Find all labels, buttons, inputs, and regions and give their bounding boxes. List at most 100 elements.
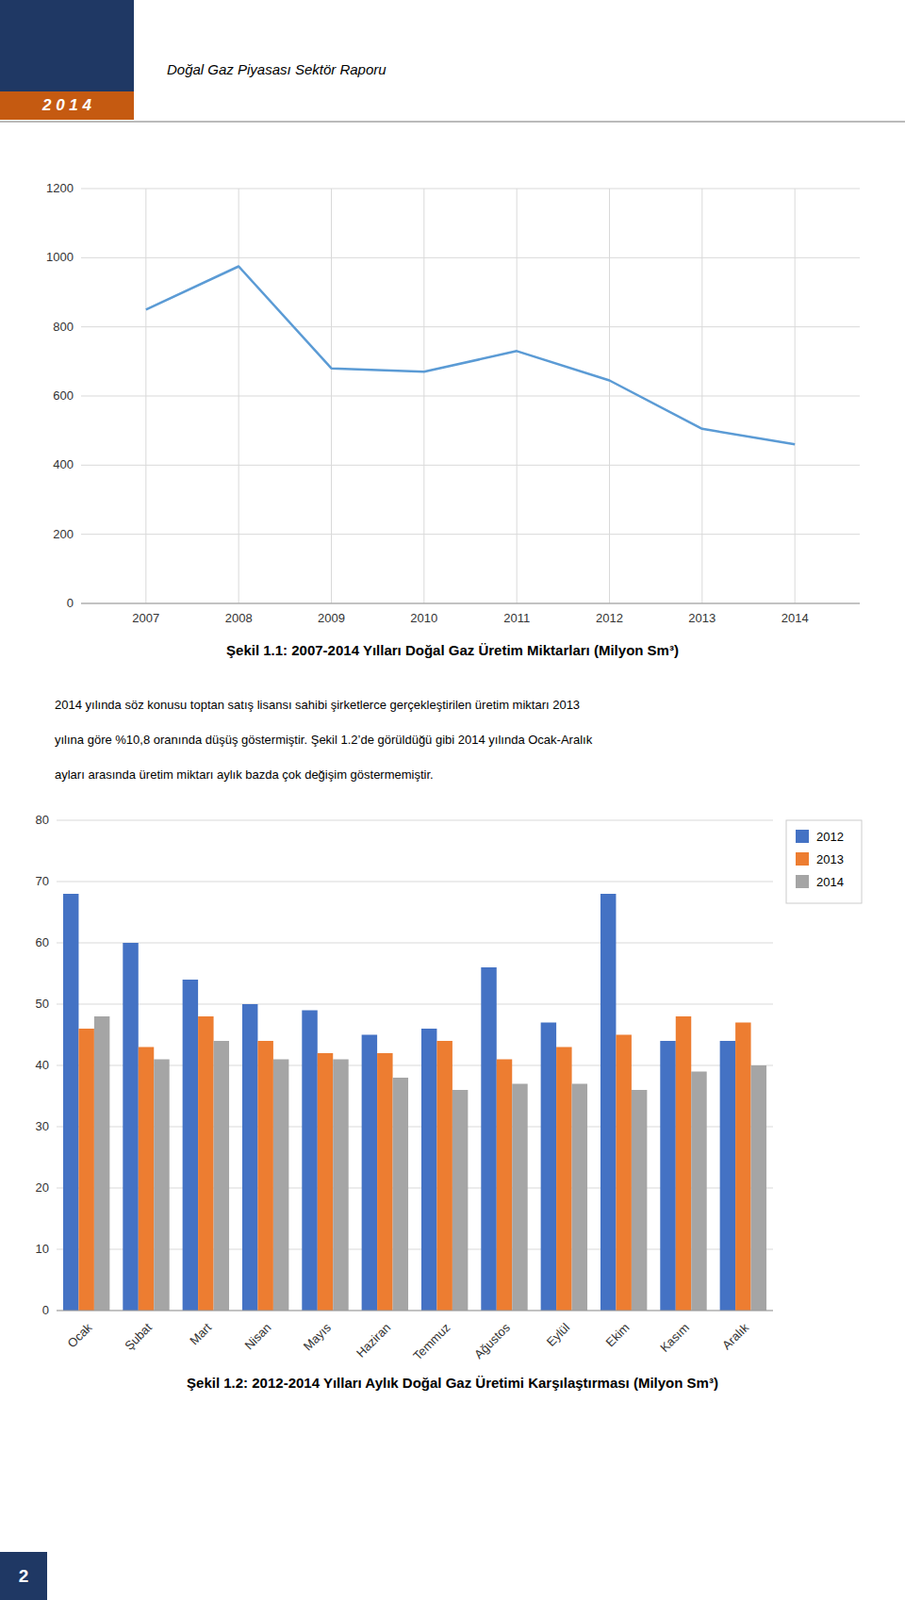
bar bbox=[138, 1047, 154, 1312]
bar bbox=[377, 1053, 393, 1311]
bar bbox=[182, 979, 198, 1311]
x-tick-label: Nisan bbox=[241, 1319, 274, 1352]
y-grid-line bbox=[56, 820, 774, 822]
chart-title: Şekil 1.1: 2007-2014 Yılları Doğal Gaz Ü… bbox=[226, 641, 679, 659]
bar bbox=[735, 1022, 751, 1312]
bar bbox=[436, 1040, 452, 1311]
page-number-box bbox=[0, 1551, 48, 1600]
y-tick-label: 0 bbox=[42, 1302, 50, 1317]
chart-title: Şekil 1.2: 2012-2014 Yılları Aylık Doğal… bbox=[186, 1374, 719, 1391]
y-tick-label: 800 bbox=[52, 319, 74, 334]
data-line bbox=[146, 266, 795, 445]
legend-label: 2012 bbox=[816, 829, 844, 844]
y-tick-label: 1000 bbox=[46, 249, 74, 264]
body-line: yılına göre %10,8 oranında düşüş gösterm… bbox=[54, 732, 593, 747]
legend-label: 2013 bbox=[816, 852, 844, 867]
x-tick-label: Mart bbox=[186, 1319, 214, 1348]
y-tick-label: 50 bbox=[35, 996, 50, 1011]
bar bbox=[94, 1016, 110, 1311]
x-tick-label: Temmuz bbox=[410, 1319, 453, 1363]
header-block bbox=[0, 0, 134, 92]
y-tick-label: 400 bbox=[52, 457, 74, 472]
x-grid-line bbox=[516, 188, 518, 604]
legend-swatch bbox=[795, 829, 809, 843]
x-tick-label: 2014 bbox=[781, 610, 809, 626]
bar bbox=[421, 1028, 437, 1311]
bar bbox=[615, 1035, 631, 1312]
bar bbox=[362, 1035, 378, 1312]
y-tick-label: 200 bbox=[52, 526, 74, 542]
bar bbox=[153, 1059, 169, 1312]
bar bbox=[496, 1059, 512, 1312]
legend-swatch bbox=[795, 874, 809, 889]
bar bbox=[541, 1022, 557, 1312]
grid: 020040060080010001200 bbox=[46, 181, 860, 610]
bar bbox=[242, 1003, 258, 1311]
header-separator bbox=[0, 120, 905, 123]
bar bbox=[78, 1028, 94, 1311]
body-line: 2014 yılında söz konusu toptan satış lis… bbox=[54, 697, 580, 712]
y-grid-line bbox=[56, 1003, 774, 1005]
x-tick-label: Ağustos bbox=[471, 1319, 513, 1362]
page: 2 0 1 4Doğal Gaz Piyasası Sektör Raporu2… bbox=[0, 0, 905, 1600]
x-tick-label: Ocak bbox=[65, 1319, 96, 1350]
legend-swatch bbox=[795, 852, 809, 866]
x-grid-line bbox=[423, 188, 425, 604]
body-line: ayları arasında üretim miktarı aylık baz… bbox=[54, 767, 434, 782]
y-tick-label: 80 bbox=[35, 812, 50, 827]
x-tick-label: 2010 bbox=[410, 610, 438, 626]
x-tick-label: 2013 bbox=[688, 610, 716, 626]
legend-label: 2014 bbox=[816, 874, 844, 889]
y-grid-line bbox=[81, 257, 860, 259]
y-grid-line bbox=[81, 326, 860, 328]
x-tick-label: Eylül bbox=[543, 1319, 574, 1350]
y-grid-line bbox=[56, 1310, 774, 1312]
x-tick-label: 2007 bbox=[131, 610, 160, 626]
y-grid-line bbox=[81, 603, 860, 605]
body-text: 2014 yılında söz konusu toptan satış lis… bbox=[54, 697, 593, 782]
x-grid-line bbox=[330, 188, 332, 604]
bar bbox=[675, 1016, 692, 1311]
bar bbox=[600, 893, 616, 1311]
y-tick-label: 60 bbox=[35, 935, 50, 950]
y-grid-line bbox=[81, 533, 860, 535]
bar bbox=[691, 1071, 707, 1312]
bar bbox=[751, 1065, 767, 1311]
grid: 01020304050607080 bbox=[35, 812, 774, 1317]
bar bbox=[213, 1040, 230, 1311]
page-number: 2 bbox=[18, 1565, 30, 1586]
y-grid-line bbox=[81, 395, 860, 397]
bar bbox=[572, 1084, 588, 1312]
y-grid-line bbox=[56, 942, 774, 944]
bar bbox=[511, 1084, 527, 1312]
bar bbox=[63, 893, 79, 1311]
y-tick-label: 0 bbox=[66, 595, 74, 610]
bar bbox=[122, 942, 138, 1311]
x-axis-line bbox=[81, 603, 860, 605]
legend: 2012 2013 2014 bbox=[786, 820, 862, 904]
background bbox=[0, 0, 905, 1600]
y-tick-label: 40 bbox=[35, 1057, 50, 1072]
bar bbox=[197, 1016, 214, 1311]
y-grid-line bbox=[81, 188, 860, 190]
legend-frame bbox=[786, 820, 862, 904]
y-tick-label: 30 bbox=[35, 1118, 50, 1134]
bar bbox=[301, 1010, 317, 1312]
header-year-strip bbox=[0, 91, 134, 120]
bar bbox=[273, 1059, 289, 1312]
bar bbox=[452, 1089, 468, 1311]
bar bbox=[317, 1053, 333, 1311]
x-tick-label: 2009 bbox=[317, 610, 346, 626]
x-grid-line bbox=[608, 188, 610, 604]
x-tick-label: Mayıs bbox=[300, 1319, 334, 1353]
bar-chart: 01020304050607080OcakŞubatMartNisanMayıs… bbox=[35, 812, 862, 1391]
y-tick-label: 10 bbox=[35, 1241, 50, 1256]
plot-marks bbox=[63, 893, 767, 1311]
header-year: 2 0 1 4 bbox=[41, 96, 93, 115]
x-grid-line bbox=[701, 188, 703, 604]
y-grid-line bbox=[56, 881, 774, 883]
x-tick-label: Haziran bbox=[353, 1319, 394, 1360]
x-grid-line bbox=[145, 188, 147, 604]
x-grid-line bbox=[238, 188, 240, 604]
x-tick-label: Aralık bbox=[719, 1319, 752, 1352]
